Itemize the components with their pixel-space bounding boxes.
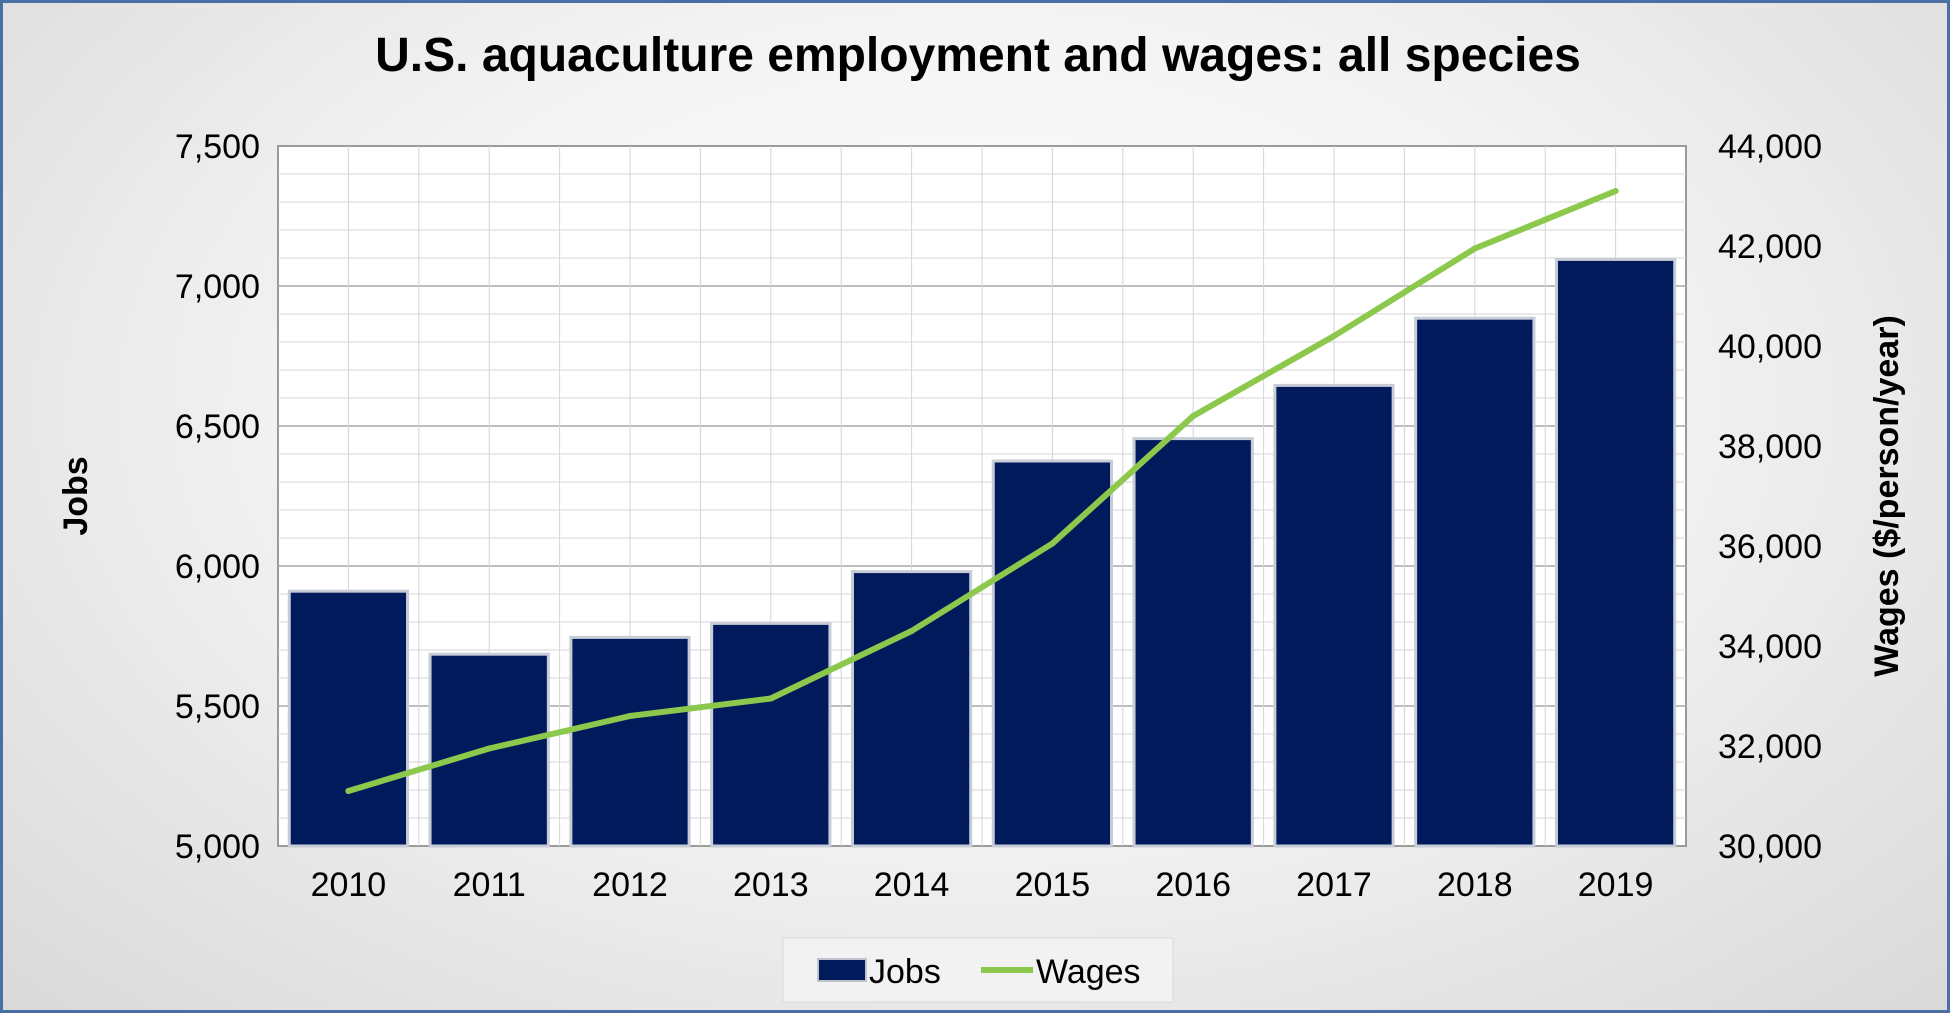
y-tick-right: 32,000 (1718, 728, 1822, 766)
chart-title: U.S. aquaculture employment and wages: a… (375, 29, 1581, 82)
y-tick-right: 38,000 (1718, 428, 1822, 466)
x-tick: 2015 (1015, 866, 1091, 904)
y-tick-left: 5,000 (175, 828, 260, 866)
legend-label-wages: Wages (1036, 953, 1141, 991)
y-tick-left: 6,500 (175, 408, 260, 446)
legend: Jobs Wages (783, 938, 1173, 1002)
legend-swatch-jobs (818, 959, 866, 981)
bar-jobs-2018 (1416, 318, 1534, 846)
wages-point-2010 (345, 788, 351, 794)
y-tick-right: 42,000 (1718, 228, 1822, 266)
y-tick-right: 34,000 (1718, 628, 1822, 666)
bar-jobs-2019 (1556, 259, 1674, 846)
x-tick: 2019 (1578, 866, 1654, 904)
wages-point-2014 (909, 628, 915, 634)
wages-point-2013 (768, 696, 774, 702)
x-tick: 2010 (311, 866, 387, 904)
y-tick-right: 30,000 (1718, 828, 1822, 866)
y-tick-right: 44,000 (1718, 128, 1822, 166)
x-tick: 2014 (874, 866, 950, 904)
y-tick-right: 40,000 (1718, 328, 1822, 366)
bar-jobs-2016 (1134, 439, 1252, 846)
y-axis-title-left: Jobs (57, 456, 95, 535)
y-tick-right: 36,000 (1718, 528, 1822, 566)
y-tick-left: 5,500 (175, 688, 260, 726)
legend-label-jobs: Jobs (869, 953, 941, 991)
y-tick-left: 6,000 (175, 548, 260, 586)
x-axis-ticks: 2010 2011 2012 2013 2014 2015 2016 2017 2018 2019 (311, 866, 1654, 904)
wages-point-2018 (1472, 246, 1478, 252)
y-tick-left: 7,000 (175, 268, 260, 306)
bar-jobs-2017 (1275, 385, 1393, 846)
wages-point-2011 (486, 746, 492, 752)
x-tick: 2013 (733, 866, 809, 904)
bar-jobs-2010 (289, 591, 407, 846)
combo-chart: U.S. aquaculture employment and wages: a… (3, 3, 1950, 1016)
x-tick: 2011 (453, 866, 526, 904)
bar-jobs-2015 (993, 461, 1111, 846)
y-tick-left: 7,500 (175, 128, 260, 166)
bar-jobs-2012 (571, 637, 689, 846)
x-tick: 2012 (592, 866, 668, 904)
wages-point-2017 (1331, 333, 1337, 339)
bar-jobs-2013 (712, 623, 830, 846)
wages-point-2015 (1049, 541, 1055, 547)
x-tick: 2017 (1296, 866, 1372, 904)
bar-jobs-2014 (852, 572, 970, 846)
y-axis-title-right: Wages ($/person/year) (1868, 315, 1906, 677)
x-tick: 2016 (1155, 866, 1231, 904)
wages-point-2019 (1613, 188, 1619, 194)
right-axis-ticks: 30,000 32,000 34,000 36,000 38,000 40,000 42,0… (1718, 128, 1822, 866)
left-axis-ticks: 5,000 5,500 6,000 6,500 7,000 7,500 (175, 128, 260, 866)
wages-point-2012 (627, 713, 633, 719)
x-tick: 2018 (1437, 866, 1513, 904)
wages-point-2016 (1190, 413, 1196, 419)
